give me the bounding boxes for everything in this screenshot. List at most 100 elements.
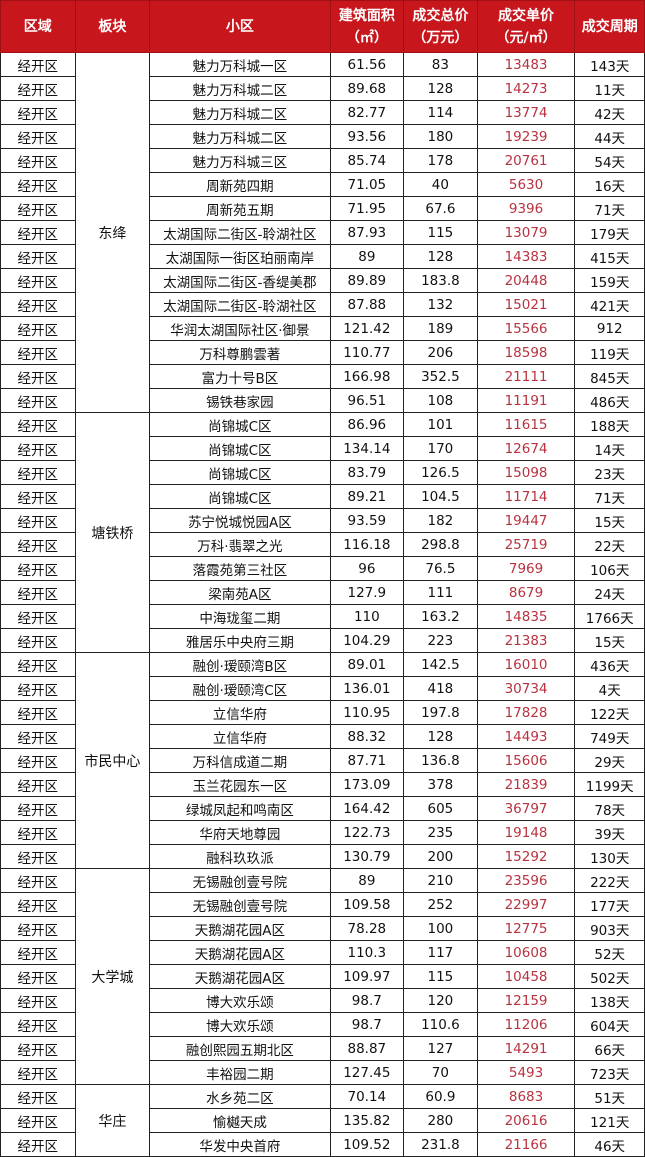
table-row: 经开区 太湖国际一街区珀丽南岸 89 128 14383 415天 xyxy=(0,244,645,269)
cycle-cell: 46天 xyxy=(574,1132,645,1157)
community-cell: 锡铁巷家园 xyxy=(149,388,331,413)
unit-price-cell: 13774 xyxy=(476,100,576,125)
district-cell: 经开区 xyxy=(0,316,76,341)
unit-price-cell: 23596 xyxy=(476,868,576,893)
area-cell: 82.77 xyxy=(329,100,405,125)
table-row: 经开区 梁南苑A区 127.9 111 8679 24天 xyxy=(0,580,645,605)
cycle-cell: 15天 xyxy=(574,508,645,533)
community-cell: 魅力万科城二区 xyxy=(149,76,331,101)
cycle-cell: 723天 xyxy=(574,1060,645,1085)
block-cell: 东绛 xyxy=(74,52,151,413)
unit-price-cell: 21111 xyxy=(476,364,576,389)
total-price-cell: 200 xyxy=(403,844,478,869)
community-cell: 尚锦城C区 xyxy=(149,412,331,437)
cycle-cell: 16天 xyxy=(574,172,645,197)
community-cell: 太湖国际一街区珀丽南岸 xyxy=(149,244,331,269)
header-label: 建筑面积 xyxy=(338,7,395,24)
total-price-cell: 605 xyxy=(403,796,478,821)
district-cell: 经开区 xyxy=(0,772,76,797)
area-cell: 85.74 xyxy=(329,148,405,173)
cycle-cell: 24天 xyxy=(574,580,645,605)
district-cell: 经开区 xyxy=(0,1036,76,1061)
district-cell: 经开区 xyxy=(0,412,76,437)
area-cell: 89.21 xyxy=(329,484,405,509)
block-cell: 大学城 xyxy=(74,868,151,1085)
area-cell: 93.56 xyxy=(329,124,405,149)
area-cell: 87.71 xyxy=(329,748,405,773)
total-price-cell: 83 xyxy=(403,52,478,77)
community-cell: 融科玖玖派 xyxy=(149,844,331,869)
unit-price-cell: 11714 xyxy=(476,484,576,509)
community-cell: 立信华府 xyxy=(149,724,331,749)
district-cell: 经开区 xyxy=(0,196,76,221)
area-cell: 121.42 xyxy=(329,316,405,341)
district-cell: 经开区 xyxy=(0,460,76,485)
table-row: 经开区 愉樾天成 135.82 280 20616 121天 xyxy=(0,1108,645,1133)
total-price-cell: 115 xyxy=(403,220,478,245)
total-price-cell: 418 xyxy=(403,676,478,701)
area-cell: 96 xyxy=(329,556,405,581)
cycle-cell: 23天 xyxy=(574,460,645,485)
area-cell: 173.09 xyxy=(329,772,405,797)
total-price-cell: 378 xyxy=(403,772,478,797)
unit-price-cell: 10458 xyxy=(476,964,576,989)
total-price-cell: 210 xyxy=(403,868,478,893)
community-cell: 天鹅湖花园A区 xyxy=(149,916,331,941)
district-cell: 经开区 xyxy=(0,388,76,413)
area-cell: 98.7 xyxy=(329,988,405,1013)
cycle-cell: 436天 xyxy=(574,652,645,677)
community-cell: 太湖国际二街区-聆湖社区 xyxy=(149,220,331,245)
unit-price-cell: 8683 xyxy=(476,1084,576,1109)
unit-price-cell: 14273 xyxy=(476,76,576,101)
cycle-cell: 122天 xyxy=(574,700,645,725)
area-cell: 71.05 xyxy=(329,172,405,197)
cycle-cell: 71天 xyxy=(574,484,645,509)
community-cell: 魅力万科城一区 xyxy=(149,52,331,77)
area-cell: 127.45 xyxy=(329,1060,405,1085)
unit-price-cell: 14291 xyxy=(476,1036,576,1061)
header-unit-price: 成交单价 （元/㎡） xyxy=(476,0,576,53)
district-cell: 经开区 xyxy=(0,628,76,653)
area-cell: 61.56 xyxy=(329,52,405,77)
total-price-cell: 67.6 xyxy=(403,196,478,221)
community-cell: 融创熙园五期北区 xyxy=(149,1036,331,1061)
district-cell: 经开区 xyxy=(0,556,76,581)
area-cell: 110 xyxy=(329,604,405,629)
cycle-cell: 222天 xyxy=(574,868,645,893)
community-cell: 华府天地尊园 xyxy=(149,820,331,845)
total-price-cell: 40 xyxy=(403,172,478,197)
area-cell: 83.79 xyxy=(329,460,405,485)
table-row: 经开区 周新苑四期 71.05 40 5630 16天 xyxy=(0,172,645,197)
area-cell: 98.7 xyxy=(329,1012,405,1037)
district-cell: 经开区 xyxy=(0,292,76,317)
total-price-cell: 126.5 xyxy=(403,460,478,485)
table-row: 经开区 太湖国际二街区-聆湖社区 87.88 132 15021 421天 xyxy=(0,292,645,317)
total-price-cell: 100 xyxy=(403,916,478,941)
area-cell: 89.89 xyxy=(329,268,405,293)
cycle-cell: 912 xyxy=(574,316,645,341)
district-cell: 经开区 xyxy=(0,148,76,173)
table-row: 经开区 市民中心 融创·瑷颐湾B区 89.01 142.5 16010 436天 xyxy=(0,652,645,869)
total-price-cell: 298.8 xyxy=(403,532,478,557)
total-price-cell: 170 xyxy=(403,436,478,461)
table-row: 经开区 天鹅湖花园A区 109.97 115 10458 502天 xyxy=(0,964,645,989)
table-row: 经开区 融科玖玖派 130.79 200 15292 130天 xyxy=(0,844,645,869)
unit-price-cell: 15021 xyxy=(476,292,576,317)
total-price-cell: 115 xyxy=(403,964,478,989)
table-row: 经开区 魅力万科城二区 82.77 114 13774 42天 xyxy=(0,100,645,125)
community-cell: 太湖国际二街区-香缇美郡 xyxy=(149,268,331,293)
header-unit: （万元） xyxy=(412,29,469,46)
area-cell: 110.3 xyxy=(329,940,405,965)
area-cell: 104.29 xyxy=(329,628,405,653)
community-cell: 融创·瑷颐湾B区 xyxy=(149,652,331,677)
community-cell: 魅力万科城二区 xyxy=(149,100,331,125)
total-price-cell: 132 xyxy=(403,292,478,317)
table-row: 经开区 塘铁桥 尚锦城C区 86.96 101 11615 188天 xyxy=(0,412,645,653)
table-row: 经开区 天鹅湖花园A区 78.28 100 12775 903天 xyxy=(0,916,645,941)
total-price-cell: 117 xyxy=(403,940,478,965)
area-cell: 122.73 xyxy=(329,820,405,845)
community-cell: 万科·翡翠之光 xyxy=(149,532,331,557)
cycle-cell: 421天 xyxy=(574,292,645,317)
header-unit: （元/㎡） xyxy=(495,29,557,46)
community-cell: 融创·瑷颐湾C区 xyxy=(149,676,331,701)
